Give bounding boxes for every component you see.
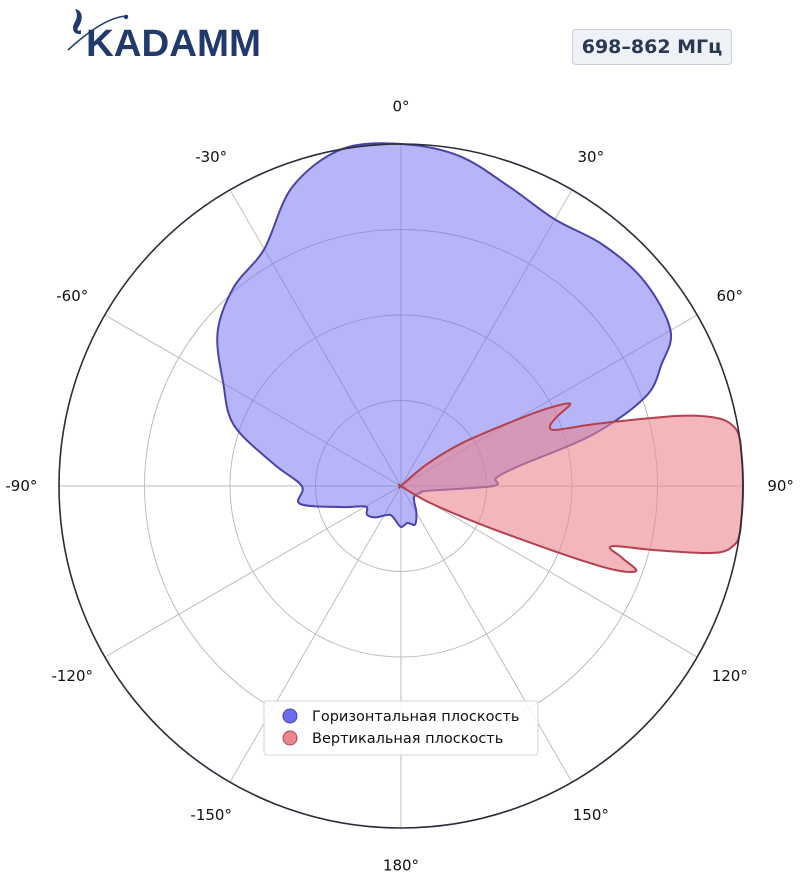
angle-tick-11: -30° [195,148,227,166]
logo-mark [73,9,82,35]
legend-label-vertical: Вертикальная плоскость [312,731,503,747]
polar-series [216,142,744,573]
logo-dot [123,14,129,20]
legend-label-horizontal: Горизонтальная плоскость [312,709,519,725]
outer-ring [58,143,744,829]
angle-tick-3: 90° [767,477,794,495]
angle-tick-10: -60° [56,287,88,305]
legend-marker-horizontal [282,708,298,724]
angle-tick-8: -120° [51,667,93,685]
grid-spoke-4 [400,485,698,658]
grid-spoke-8 [104,485,402,658]
legend-marker-vertical [282,730,298,746]
angle-tick-5: 150° [573,806,609,824]
legend: Горизонтальная плоскость Вертикальная пл… [263,700,539,756]
logo-wordmark: KADAMM [86,23,261,60]
angle-tick-0: 0° [392,97,409,115]
angle-tick-9: -90° [5,477,37,495]
angle-tick-6: 180° [383,857,419,875]
grid-spoke-5 [400,485,573,783]
legend-frame [263,700,539,756]
angle-tick-2: 60° [716,287,743,305]
angle-tick-4: 120° [712,667,748,685]
angle-tick-1: 30° [578,148,605,166]
frequency-band-badge: 698–862 МГц [572,29,732,65]
logo-swoosh [67,15,129,51]
angle-tick-7: -150° [190,806,232,824]
kadamm-logo: KADAMM [67,9,261,60]
angle-tick-labels: 0° 30° 60° 90° 120° 150° 180° -150° -120° -90° -60… [5,97,794,874]
grid-spoke-7 [229,485,402,783]
